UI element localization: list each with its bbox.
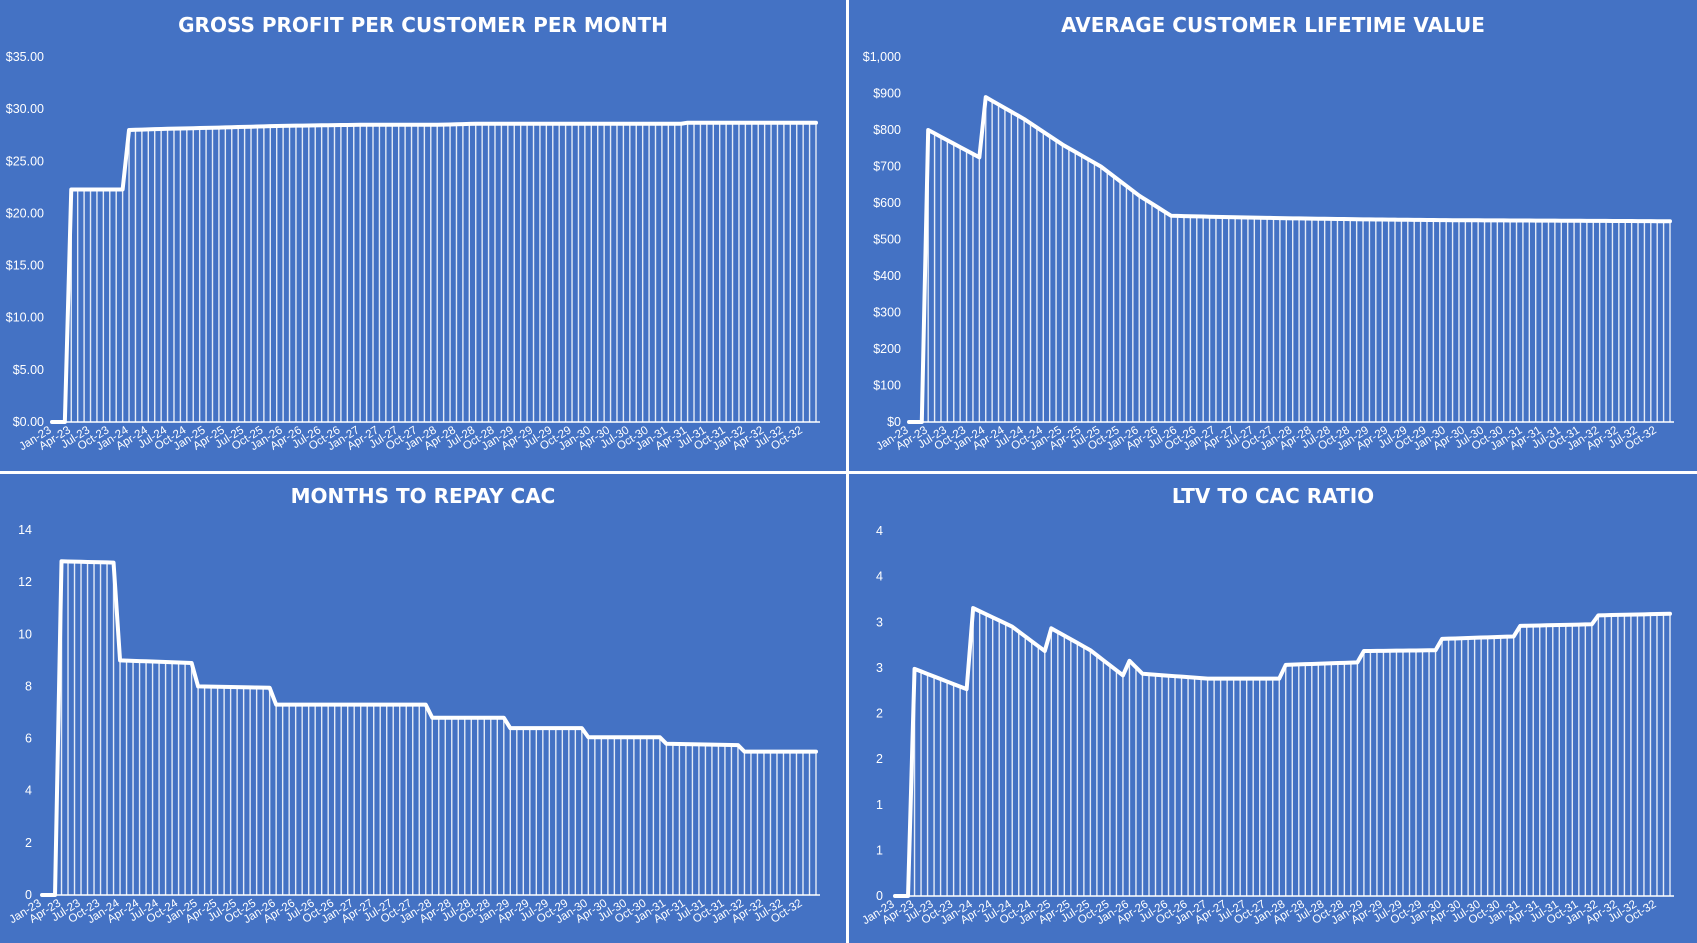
y-tick-label: $100	[873, 379, 901, 393]
months-to-repay-cac-chart-panel: MONTHS TO REPAY CAC 0 2 4 6 8 10 12 14 Jan-23 Apr-…	[0, 474, 846, 943]
y-tick-label: 14	[18, 523, 32, 537]
chart-title: AVERAGE CUSTOMER LIFETIME VALUE	[1061, 13, 1485, 37]
y-tick-label: 2	[876, 752, 883, 766]
chart-title: GROSS PROFIT PER CUSTOMER PER MONTH	[178, 13, 668, 37]
y-tick-label: $400	[873, 269, 901, 283]
y-tick-label: $20.00	[6, 206, 44, 220]
series-line	[893, 606, 1672, 898]
y-tick-label: $0.00	[13, 415, 44, 429]
y-tick-label: $0	[887, 415, 901, 429]
y-tick-label: $5.00	[13, 363, 44, 377]
y-tick-label: $900	[873, 87, 901, 101]
y-tick-label: 1	[876, 798, 883, 812]
y-tick-label: $15.00	[6, 259, 44, 273]
y-tick-label: 4	[876, 570, 883, 584]
series-line	[50, 120, 818, 424]
y-tick-label: $35.00	[6, 50, 44, 64]
y-tick-label: 6	[25, 732, 32, 746]
y-tick-label: 10	[18, 627, 32, 641]
area-bars	[60, 561, 817, 895]
months-to-repay-cac-chart: MONTHS TO REPAY CAC02468101214Jan-23Apr-…	[7, 484, 820, 926]
chart-title: MONTHS TO REPAY CAC	[291, 484, 556, 508]
y-tick-label: $300	[873, 306, 901, 320]
ltv-to-cac-ratio-chart: LTV TO CAC RATIO011223344Jan-23Apr-23Jul…	[860, 484, 1674, 927]
y-tick-label: 0	[25, 888, 32, 902]
y-tick-label: 12	[18, 575, 32, 589]
ltv-to-cac-ratio-chart-panel: LTV TO CAC RATIO 0 1 1 2 2 3 3 4 4 Jan-23 Apr-23 Jul…	[849, 474, 1697, 943]
y-tick-label: 2	[876, 707, 883, 721]
area-bars	[913, 608, 1671, 896]
y-tick-label: $25.00	[6, 154, 44, 168]
gross-profit-chart-panel: GROSS PROFIT PER CUSTOMER PER MONTH $0.00…	[0, 0, 846, 471]
customer-lifetime-value-chart: AVERAGE CUSTOMER LIFETIME VALUE $0 $100 $20…	[863, 13, 1674, 453]
y-tick-label: $600	[873, 196, 901, 210]
series-line	[907, 95, 1672, 424]
y-tick-label: $800	[873, 123, 901, 137]
y-tick-label: 1	[876, 843, 883, 857]
y-tick-label: $200	[873, 342, 901, 356]
y-tick-label: $10.00	[6, 311, 44, 325]
customer-lifetime-value-chart-panel: AVERAGE CUSTOMER LIFETIME VALUE $0 $100 $20…	[849, 0, 1697, 471]
chart-title: LTV TO CAC RATIO	[1172, 484, 1374, 508]
y-tick-label: $700	[873, 160, 901, 174]
y-tick-label: 2	[25, 836, 32, 850]
y-tick-label: 3	[876, 615, 883, 629]
series-line	[40, 559, 818, 897]
y-tick-label: $30.00	[6, 102, 44, 116]
area-bars	[70, 122, 817, 422]
y-tick-label: 3	[876, 661, 883, 675]
y-tick-label: $500	[873, 233, 901, 247]
y-tick-label: $1,000	[863, 50, 901, 64]
y-tick-label: 4	[25, 784, 32, 798]
gross-profit-chart: GROSS PROFIT PER CUSTOMER PER MONTH $0.00…	[6, 13, 820, 453]
y-tick-label: 8	[25, 679, 32, 693]
y-tick-label: 4	[876, 524, 883, 538]
horizontal-divider	[0, 471, 1697, 474]
y-tick-label: 0	[876, 889, 883, 903]
area-bars	[927, 97, 1671, 422]
